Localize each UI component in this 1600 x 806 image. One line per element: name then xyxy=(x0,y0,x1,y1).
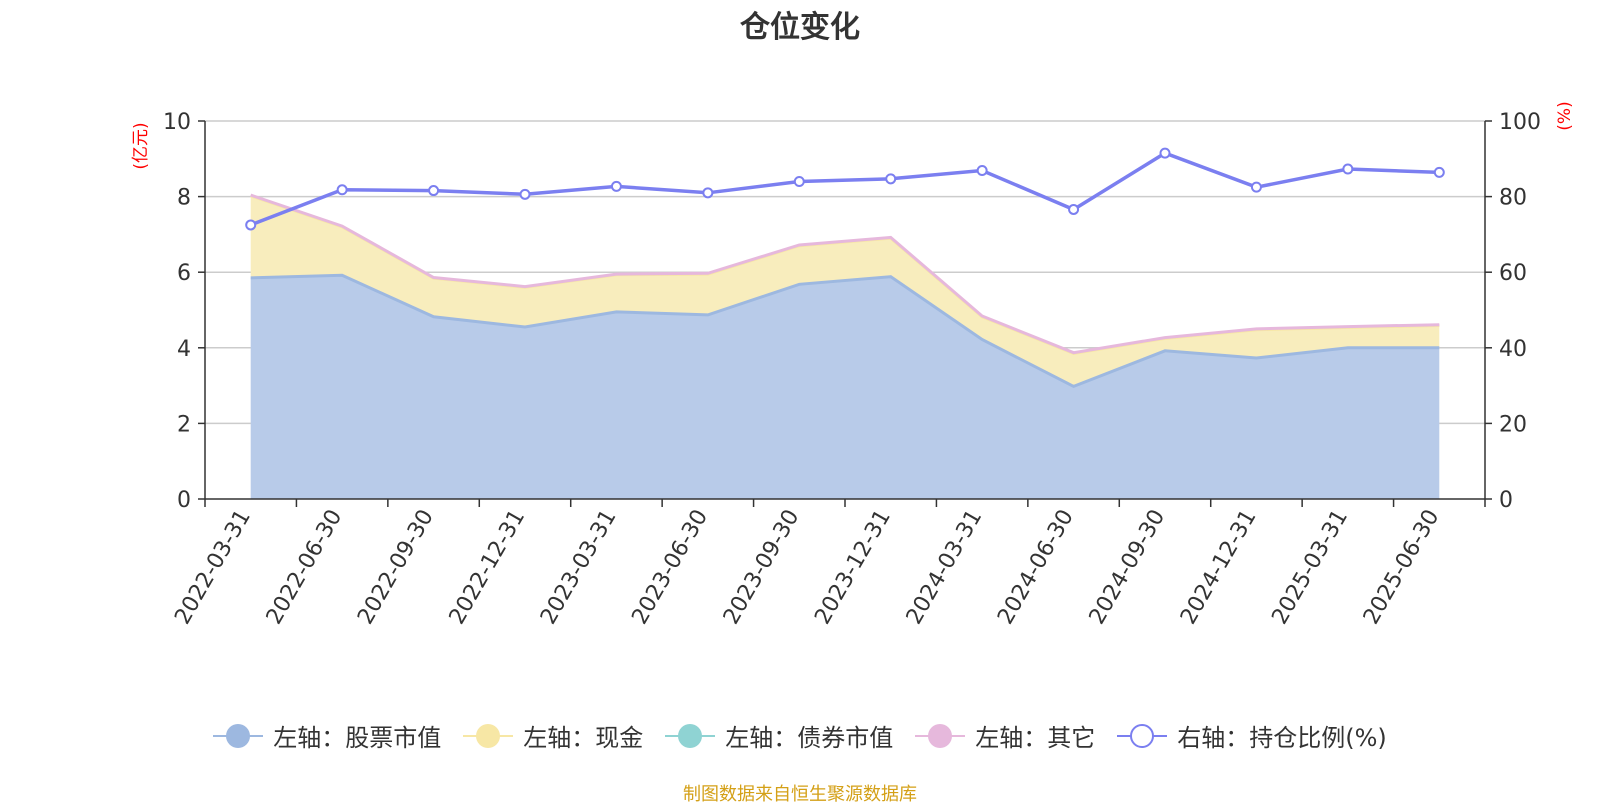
series-line-左轴：其它 xyxy=(250,193,1440,355)
x-tick-label: 2025-06-30 xyxy=(1359,506,1445,629)
legend-label: 右轴：持仓比例(%) xyxy=(1177,724,1387,752)
area-左轴：股票市值 xyxy=(250,275,1440,499)
legend-symbol xyxy=(915,722,966,750)
holding-ratio-point xyxy=(610,180,622,192)
chart-legend: 左轴：股票市值 左轴：现金 左轴：债券市值 左轴：其它 右轴：持仓比例(%) xyxy=(0,718,1600,753)
x-tick-label: 2023-03-31 xyxy=(536,506,622,629)
x-tick-label: 2024-12-31 xyxy=(1176,506,1262,629)
legend-symbol xyxy=(213,722,264,750)
x-tick-label: 2022-03-31 xyxy=(170,506,256,629)
right-tick-label: 40 xyxy=(1499,337,1527,362)
x-tick-label: 2024-09-30 xyxy=(1085,506,1171,629)
x-tick-label: 2025-03-31 xyxy=(1267,506,1353,629)
holding-ratio-point xyxy=(336,184,348,196)
legend-item[interactable]: 左轴：债券市值 xyxy=(665,718,893,753)
right-tick-label: 0 xyxy=(1499,488,1513,513)
right-tick-label: 100 xyxy=(1499,110,1541,135)
holding-ratio-point xyxy=(1159,147,1171,159)
holding-ratio-point xyxy=(1342,163,1354,175)
right-tick-label: 60 xyxy=(1499,261,1527,286)
legend-label: 左轴：其它 xyxy=(975,724,1096,752)
left-tick-label: 6 xyxy=(177,261,191,286)
holding-ratio-point xyxy=(976,165,988,177)
left-tick-label: 10 xyxy=(163,110,191,135)
legend-item[interactable]: 右轴：持仓比例(%) xyxy=(1117,718,1387,753)
legend-label: 左轴：现金 xyxy=(523,724,644,752)
legend-item[interactable]: 左轴：股票市值 xyxy=(213,718,441,753)
x-tick-label: 2023-06-30 xyxy=(627,506,713,629)
holding-ratio-point xyxy=(885,173,897,185)
x-tick-label: 2023-09-30 xyxy=(719,506,805,629)
x-tick-label: 2022-12-31 xyxy=(445,506,531,629)
chart-title: 仓位变化 xyxy=(740,10,860,45)
x-tick-label: 2024-03-31 xyxy=(902,505,988,628)
legend-item[interactable]: 左轴：其它 xyxy=(915,718,1095,753)
holding-ratio-point xyxy=(1068,203,1080,215)
series-line-左轴：股票市值 xyxy=(250,273,1440,389)
left-tick-label: 8 xyxy=(177,186,191,211)
series-line-holding-ratio xyxy=(250,151,1440,227)
right-tick-label: 20 xyxy=(1499,412,1527,437)
holding-ratio-point xyxy=(245,219,257,231)
left-tick-label: 2 xyxy=(177,412,191,437)
left-tick-label: 0 xyxy=(177,488,191,513)
holding-ratio-point xyxy=(793,175,805,187)
legend-label: 左轴：债券市值 xyxy=(725,724,894,752)
right-axis-unit-label: (%) xyxy=(1555,101,1575,130)
holding-ratio-point xyxy=(1250,181,1262,193)
left-tick-label: 4 xyxy=(177,337,191,362)
area-左轴：现金 xyxy=(250,195,1440,387)
holding-ratio-point xyxy=(1433,166,1445,178)
x-tick-label: 2024-06-30 xyxy=(993,506,1079,629)
x-tick-label: 2022-06-30 xyxy=(262,506,348,629)
source-note: 制图数据来自恒生聚源数据库 xyxy=(683,784,917,805)
x-tick-label: 2022-09-30 xyxy=(353,505,439,628)
legend-symbol xyxy=(463,722,514,750)
legend-symbol xyxy=(1117,722,1168,750)
holding-ratio-point xyxy=(428,185,440,197)
left-axis-unit-label: (亿元) xyxy=(131,122,151,169)
x-tick-label: 2023-12-31 xyxy=(810,506,896,629)
holding-ratio-point xyxy=(519,188,531,200)
legend-item[interactable]: 左轴：现金 xyxy=(463,718,643,753)
legend-symbol xyxy=(665,722,716,750)
holding-ratio-point xyxy=(702,187,714,199)
legend-label: 左轴：股票市值 xyxy=(273,724,442,752)
right-tick-label: 80 xyxy=(1499,186,1527,211)
